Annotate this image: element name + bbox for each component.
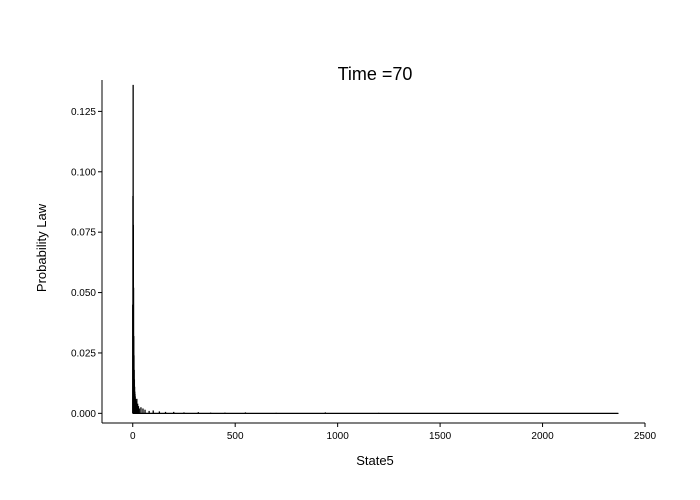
y-axis-title: Probability Law [34, 203, 49, 292]
chart-title: Time =70 [338, 64, 413, 84]
x-tick-label: 2000 [531, 431, 554, 442]
x-tick-label: 0 [130, 431, 136, 442]
x-ticks: 0 500 1000 1500 2000 2500 [130, 423, 657, 442]
x-tick-label: 1500 [429, 431, 452, 442]
x-tick-label: 2500 [634, 431, 657, 442]
x-tick-label: 1000 [327, 431, 350, 442]
y-tick-label: 0.025 [71, 348, 96, 359]
y-tick-label: 0.075 [71, 228, 96, 239]
y-tick-label: 0.050 [71, 288, 96, 299]
x-axis-title: State5 [356, 453, 394, 468]
y-tick-label: 0.000 [71, 409, 96, 420]
x-tick-label: 500 [227, 431, 244, 442]
bars [132, 84, 620, 414]
y-ticks: 0.000 0.025 0.050 0.075 0.100 0.125 [71, 107, 102, 420]
y-tick-label: 0.100 [71, 167, 96, 178]
y-tick-label: 0.125 [71, 107, 96, 118]
